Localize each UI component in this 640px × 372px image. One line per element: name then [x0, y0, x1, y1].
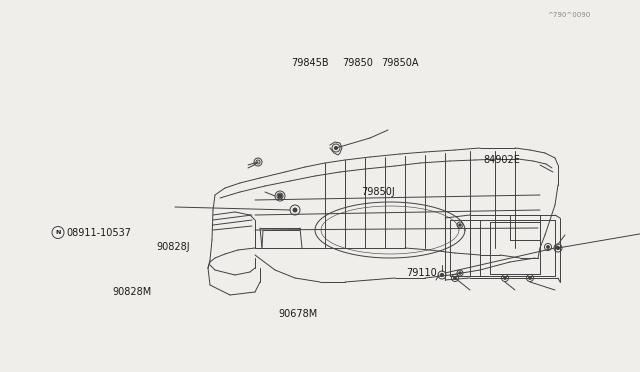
Circle shape — [529, 277, 531, 279]
Text: 79845B: 79845B — [291, 58, 329, 68]
Circle shape — [459, 224, 461, 226]
Circle shape — [454, 277, 456, 279]
Text: ^790^0090: ^790^0090 — [547, 12, 591, 18]
Circle shape — [440, 273, 444, 276]
Circle shape — [459, 272, 461, 274]
Circle shape — [293, 208, 297, 212]
Text: 79110: 79110 — [406, 269, 437, 278]
Text: 79850: 79850 — [342, 58, 373, 68]
Circle shape — [504, 277, 506, 279]
Circle shape — [547, 246, 549, 248]
Text: 08911-10537: 08911-10537 — [66, 228, 131, 237]
Text: 90678M: 90678M — [278, 310, 317, 319]
Text: 90828M: 90828M — [112, 287, 151, 297]
Circle shape — [557, 247, 559, 249]
Circle shape — [335, 147, 337, 150]
Text: N: N — [55, 230, 61, 235]
Text: 90828J: 90828J — [157, 243, 191, 252]
Text: 84902E: 84902E — [483, 155, 520, 165]
Circle shape — [278, 194, 282, 198]
Circle shape — [279, 195, 281, 197]
Text: 79850J: 79850J — [362, 187, 396, 196]
Text: 79850A: 79850A — [381, 58, 419, 68]
